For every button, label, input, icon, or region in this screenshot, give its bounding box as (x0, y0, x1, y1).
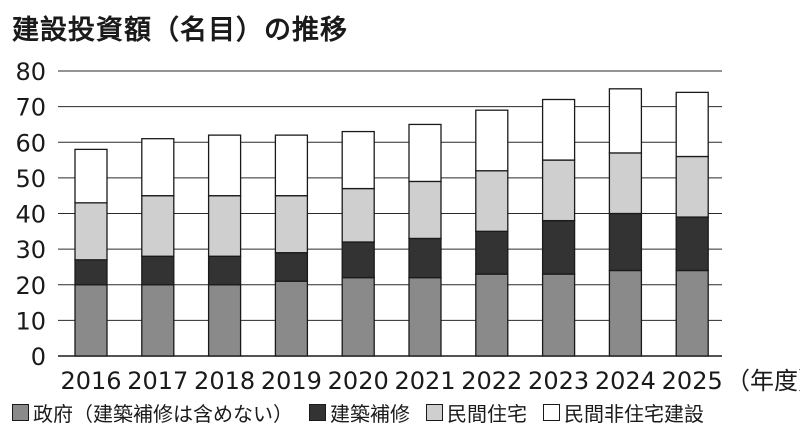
bar-segment (274, 134, 309, 197)
legend: 政府（建築補修は含めない） 建築補修 民間住宅 民間非住宅建設 (12, 398, 720, 427)
bar-segment (74, 148, 108, 204)
legend-item: 建築補修 (309, 398, 410, 427)
bar-segment (141, 195, 175, 257)
bar-segment (675, 269, 709, 357)
bar-segment (475, 230, 509, 275)
bar-segment (675, 91, 709, 158)
bar-segment (341, 187, 375, 243)
x-axis-unit-label: （年度） (726, 367, 800, 395)
bar-segment (341, 276, 375, 357)
bar-segment (74, 284, 108, 357)
y-tick-label: 40 (15, 201, 46, 229)
bar-segment (74, 202, 108, 261)
bar-segment (274, 252, 309, 282)
y-tick-label: 70 (15, 94, 46, 122)
legend-swatch (12, 404, 29, 421)
y-tick-label: 50 (15, 165, 46, 193)
x-tick-label: 2016 (60, 367, 121, 395)
bar-segment (274, 280, 309, 357)
x-tick-label: 2018 (194, 367, 255, 395)
bar-segment (408, 276, 442, 357)
bar-segment (141, 284, 175, 357)
bar-segment (541, 273, 576, 357)
bar-segment (341, 241, 375, 279)
bar-segment (141, 255, 175, 286)
y-tick-label: 0 (31, 343, 46, 371)
bar-segment (141, 138, 175, 197)
legend-item: 民間住宅 (426, 398, 527, 427)
bar-segment (608, 88, 643, 154)
bar-segment (207, 195, 242, 257)
legend-label: 民間住宅 (447, 402, 527, 426)
x-tick-label: 2022 (461, 367, 522, 395)
legend-item: 政府（建築補修は含めない） (12, 398, 293, 427)
bar-segment (541, 159, 576, 222)
x-tick-label: 2017 (127, 367, 188, 395)
bar-segment (274, 195, 309, 254)
y-tick-label: 30 (15, 236, 46, 264)
bar-segment (675, 155, 709, 218)
x-tick-label: 2023 (528, 367, 589, 395)
x-axis-tick-labels: 2016 2017 2018 2019 2020 2021 2022 2023 2024 2025 (60, 367, 722, 395)
bar-segment (475, 273, 509, 357)
bar-segment (608, 152, 643, 215)
bar-segment (475, 170, 509, 232)
bar-segment (675, 216, 709, 272)
legend-swatch (309, 404, 326, 421)
y-tick-label: 60 (15, 129, 46, 157)
bar-segment (541, 219, 576, 275)
x-tick-label: 2021 (394, 367, 455, 395)
bar-segment (207, 284, 242, 357)
legend-item: 民間非住宅建設 (543, 398, 704, 427)
bar-segment (74, 259, 108, 286)
y-tick-label: 80 (15, 58, 46, 86)
legend-swatch (426, 404, 443, 421)
bar-segment (408, 237, 442, 279)
bar-segment (608, 212, 643, 272)
bar-segment (475, 109, 509, 172)
bar-segment (608, 269, 643, 357)
bar-segment (207, 134, 242, 197)
legend-label: 建築補修 (330, 402, 410, 426)
x-tick-label: 2020 (328, 367, 389, 395)
y-tick-label: 10 (15, 307, 46, 335)
bars (74, 88, 709, 357)
x-tick-label: 2024 (595, 367, 656, 395)
chart-title: 建設投資額（名目）の推移 (12, 15, 348, 46)
legend-label: 民間非住宅建設 (564, 402, 704, 426)
y-tick-label: 20 (15, 272, 46, 300)
bar-segment (408, 180, 442, 240)
y-axis-tick-labels: 0 10 20 30 40 50 60 70 80 (15, 58, 46, 371)
bar-segment (408, 123, 442, 183)
x-tick-label: 2019 (261, 367, 322, 395)
legend-label: 政府（建築補修は含めない） (33, 402, 293, 426)
bar-segment (341, 130, 375, 190)
legend-swatch (543, 404, 560, 421)
bar-segment (541, 98, 576, 161)
x-tick-label: 2025 (662, 367, 723, 395)
bar-segment (207, 255, 242, 286)
